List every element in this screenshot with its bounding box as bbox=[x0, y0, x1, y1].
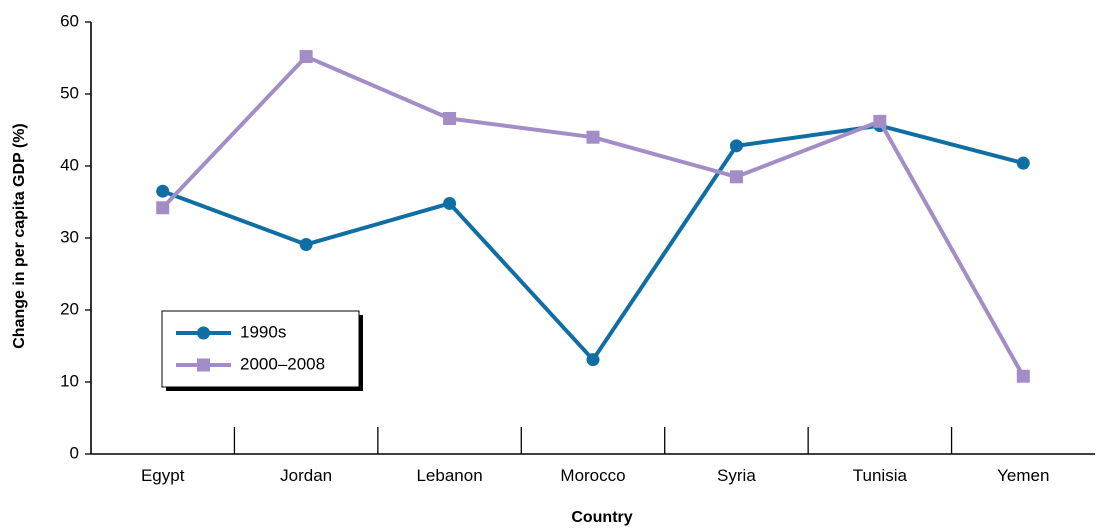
series-1-point bbox=[873, 114, 887, 128]
series-1-point bbox=[729, 170, 743, 184]
series-1-group bbox=[156, 50, 1030, 383]
y-tick-label: 30 bbox=[60, 227, 79, 246]
legend-series-0-label: 1990s bbox=[240, 322, 286, 341]
x-tick-label: Syria bbox=[717, 466, 756, 485]
series-0-point bbox=[1016, 156, 1030, 170]
y-tick-label: 60 bbox=[60, 11, 79, 30]
legend-box bbox=[161, 310, 360, 388]
series-0-point bbox=[443, 196, 457, 210]
y-tick-label: 10 bbox=[60, 371, 79, 390]
legend-items: 1990s 2000–2008 bbox=[176, 322, 325, 373]
series-group bbox=[156, 50, 1030, 383]
legend-series-0-swatch-marker bbox=[197, 326, 210, 340]
series-0-point bbox=[586, 353, 600, 367]
y-tick-label: 50 bbox=[60, 83, 79, 102]
y-axis-title: Change in per capita GDP (%) bbox=[11, 123, 28, 349]
x-axis-title: Country bbox=[571, 509, 632, 526]
series-1-point bbox=[299, 50, 313, 64]
y-tick-label: 0 bbox=[70, 443, 79, 462]
series-0-point bbox=[729, 139, 743, 153]
x-tick-label: Tunisia bbox=[853, 466, 908, 485]
series-1-point bbox=[443, 111, 457, 125]
series-1-point bbox=[156, 201, 170, 215]
series-0-point bbox=[299, 237, 313, 251]
legend-series-1-label: 2000–2008 bbox=[240, 354, 325, 373]
legend-series-1-swatch-marker bbox=[197, 358, 210, 372]
x-tick-label: Jordan bbox=[280, 466, 332, 485]
y-axis-title-group: Change in per capita GDP (%) bbox=[11, 123, 28, 349]
x-ticks: Egypt Jordan Lebanon Morocco Syria Tunisia Yem… bbox=[141, 427, 1049, 485]
x-tick-label: Lebanon bbox=[416, 466, 482, 485]
series-0-point bbox=[156, 184, 170, 198]
x-tick-label: Morocco bbox=[560, 466, 625, 485]
legend: 1990s 2000–2008 bbox=[161, 310, 363, 391]
series-1-point bbox=[586, 130, 600, 144]
x-tick-label: Yemen bbox=[997, 466, 1049, 485]
series-1-point bbox=[1016, 369, 1030, 383]
y-ticks: 0 10 20 30 40 50 60 bbox=[60, 11, 91, 462]
y-tick-label: 20 bbox=[60, 299, 79, 318]
y-tick-label: 40 bbox=[60, 155, 79, 174]
x-tick-label: Egypt bbox=[141, 466, 185, 485]
